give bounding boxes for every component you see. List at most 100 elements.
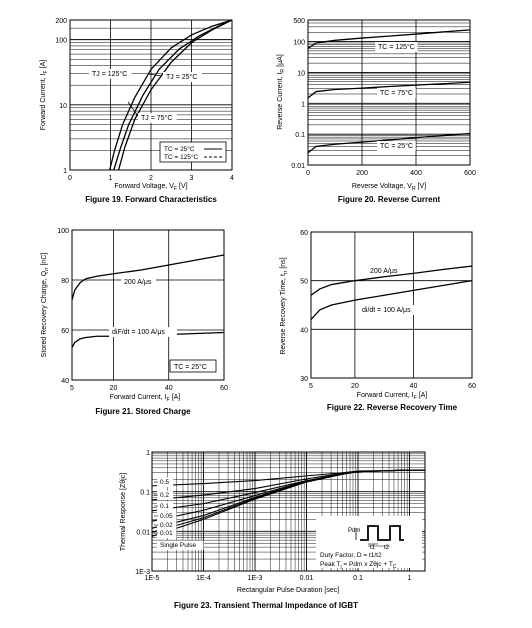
t1-label: t1	[370, 545, 376, 551]
fig19-xlabel: Forward Voltage, VF [V]	[114, 183, 187, 192]
fig21-label-200: 200 A/μs	[121, 277, 157, 287]
fig20-label-125: TC = 125°C	[375, 42, 418, 52]
fig23-xtick: 1	[408, 575, 412, 582]
fig20-series-125	[307, 29, 471, 49]
fig19-xtick: 3	[190, 175, 194, 182]
fig23-caption: Figure 23. Transient Thermal Impedance o…	[174, 601, 358, 610]
label-bg	[157, 540, 204, 550]
fig19-ytick: 100	[55, 38, 67, 45]
fig23-xtick: 0.01	[300, 575, 314, 582]
fig20-label-75: TC = 75°C	[377, 88, 416, 98]
fig23-ytick: 1E-3	[135, 569, 150, 576]
fig21-legend: TC = 25°C	[169, 359, 217, 373]
fig21-xtick: 40	[165, 385, 173, 392]
fig22-ytick: 30	[300, 376, 308, 383]
fig19-xtick: 4	[230, 175, 234, 182]
fig23-label-1: 0.2	[157, 490, 174, 500]
series-label-text: TJ = 125°C	[92, 70, 127, 78]
series-label-text: TJ = 75°C	[141, 114, 172, 122]
series-label-text: di/dt = 100 A/μs	[362, 307, 411, 314]
label-bg	[157, 520, 177, 530]
series-label-text: diF/dt = 100 A/μs	[112, 329, 165, 336]
fig20-ylabel: Reverse Current, IR [μA]	[277, 54, 286, 130]
fig21-xlabel: Forward Current, IF [A]	[110, 394, 181, 403]
fig20-xtick: 0	[306, 170, 310, 177]
fig20-label-25: TC = 25°C	[377, 141, 416, 151]
fig21-ylabel: Stored Recovery Charge, Qrr [nC]	[41, 253, 50, 358]
fig23-xtick: 1E-5	[145, 575, 160, 582]
label-bg	[109, 327, 177, 337]
fig20-xlabel: Reverse Voltage, VR [V]	[352, 183, 426, 192]
fig22-label-200: 200 A/μs	[370, 268, 398, 275]
legend-entry: TC = 125°C	[164, 153, 199, 161]
series-label-text: 0.5	[160, 479, 169, 486]
fig20-ytick: 500	[293, 18, 305, 25]
fig22-xtick: 20	[351, 383, 359, 390]
label-bg	[157, 477, 174, 487]
fig22-ytick: 50	[300, 279, 308, 286]
fig23-label-5: 0.01	[157, 528, 177, 538]
fig19-ytick: 200	[55, 18, 67, 25]
fig23-series-6	[151, 469, 425, 537]
fig19-xtick: 0	[68, 175, 72, 182]
series-label-text: 0.05	[160, 513, 173, 520]
fig21-ytick: 60	[61, 328, 69, 335]
fig21-series-100	[71, 331, 225, 348]
fig19-xtick: 1	[109, 175, 113, 182]
fig20-xtick: 400	[410, 170, 422, 177]
label-bg	[377, 141, 416, 151]
fig19-leader	[147, 73, 163, 77]
duty-factor-text: Duty Factor, D = t1/t2	[320, 552, 382, 559]
fig20-xtick: 200	[356, 170, 368, 177]
legend-entry: TC = 25°C	[164, 145, 195, 153]
label-bg	[89, 69, 132, 79]
fig20-ytick: 10	[297, 70, 305, 77]
fig20-series-75	[307, 81, 471, 99]
fig20-ytick: 100	[293, 40, 305, 47]
fig19-ylabel: Forward Current, IF [A]	[40, 60, 49, 131]
fig22-label-100: di/dt = 100 A/μs	[359, 305, 424, 315]
fig21-ytick: 80	[61, 278, 69, 285]
fig23-ytick: 0.01	[136, 529, 150, 536]
fig22-ytick: 60	[300, 230, 308, 237]
fig19-legend: TC = 25°CTC = 125°C	[159, 141, 227, 163]
series-label-text: 200 A/μs	[124, 279, 152, 286]
fig20-ytick: 0.1	[295, 132, 305, 139]
label-bg	[377, 88, 416, 98]
fig19-label-75: TJ = 75°C	[138, 113, 177, 123]
fig22-series-200	[310, 265, 473, 296]
fig20-ytick: 0.01	[291, 163, 305, 170]
fig22-xtick: 5	[309, 383, 313, 390]
series-label-text: TC = 75°C	[380, 89, 413, 97]
label-bg	[359, 305, 424, 315]
fig21-ytick: 100	[57, 228, 69, 235]
fig22-xtick: 60	[468, 383, 476, 390]
legend-entry: TC = 25°C	[174, 363, 207, 371]
label-bg	[157, 511, 177, 521]
fig21-caption: Figure 21. Stored Charge	[95, 407, 191, 416]
fig19-series-125	[109, 19, 233, 171]
series-label-text: 0.01	[160, 530, 173, 537]
label-bg	[121, 277, 157, 287]
fig23-xtick: 1E-4	[196, 575, 211, 582]
label-bg	[138, 113, 177, 123]
fig19-xtick: 2	[149, 175, 153, 182]
series-label-text: TC = 125°C	[378, 43, 415, 51]
fig22-caption: Figure 22. Reverse Recovery Time	[327, 403, 458, 412]
fig20-series-25	[307, 132, 471, 154]
fig22-series-100	[310, 280, 473, 321]
fig19-series-75	[113, 19, 233, 171]
series-label-text: TJ = 25°C	[166, 73, 197, 81]
series-label-text: 0.1	[160, 503, 169, 510]
series-label-text: Single Pulse	[160, 542, 197, 549]
fig21-xtick: 60	[220, 385, 228, 392]
label-bg	[157, 490, 174, 500]
series-label-text: 0.2	[160, 492, 169, 499]
label-bg	[157, 528, 177, 538]
fig19-ytick: 10	[59, 103, 67, 110]
fig19-ytick: 1	[63, 168, 67, 175]
fig20-caption: Figure 20. Reverse Current	[338, 195, 441, 204]
fig23-label-0: 0.5	[157, 477, 174, 487]
fig23-xtick: 1E-3	[248, 575, 263, 582]
